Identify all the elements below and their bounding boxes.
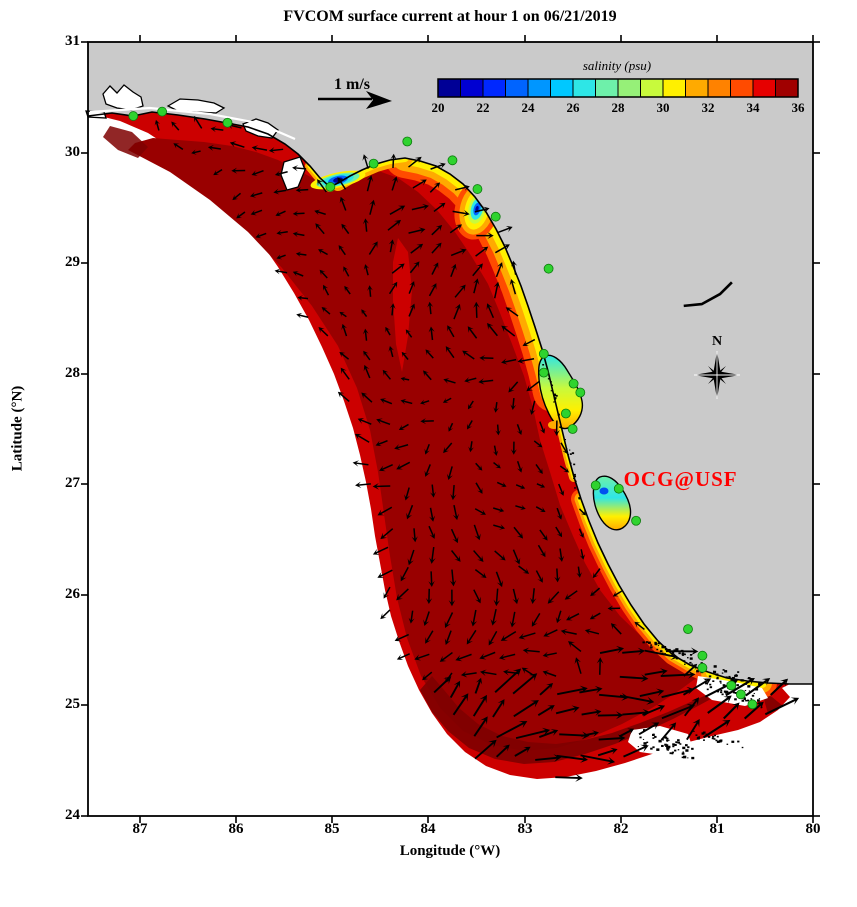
y-tick-label: 27 [65, 475, 80, 491]
land [88, 42, 813, 684]
scale-arrow [318, 91, 392, 109]
colorbar [437, 78, 799, 98]
colorbar-tick-label: 22 [476, 100, 490, 115]
current-vectors [154, 115, 800, 782]
station-dot [538, 348, 549, 359]
station-dot [561, 408, 571, 419]
station-dot [543, 263, 554, 274]
station-dot [447, 155, 458, 166]
compass-rose [694, 351, 740, 399]
station-dot [575, 387, 586, 398]
y-axis-label: Latitude (°N) [9, 385, 26, 472]
colorbar-tick-label: 20 [431, 100, 445, 115]
x-tick-label: 87 [132, 821, 148, 837]
station-dot [735, 689, 746, 700]
colorbar-tick-label: 26 [566, 100, 580, 115]
station-dot [567, 424, 578, 434]
station-dot [631, 515, 641, 526]
station-dot [697, 650, 708, 661]
station-dot [747, 699, 758, 710]
y-tick-label: 25 [65, 696, 80, 712]
scale-arrow-label: 1 m/s [334, 76, 370, 93]
y-tick-label: 26 [65, 586, 80, 602]
colorbar-tick-label: 24 [521, 100, 535, 115]
colorbar-tick-label: 30 [656, 100, 670, 115]
figure-title: FVCOM surface current at hour 1 on 06/21… [283, 8, 617, 25]
axes-frame [81, 35, 820, 823]
station-dot [683, 624, 693, 635]
colorbar-tick-label: 36 [791, 100, 805, 115]
x-tick-label: 83 [517, 821, 533, 837]
colorbar-title: salinity (psu) [582, 58, 652, 73]
station-dot [325, 181, 336, 192]
station-dot [490, 211, 501, 222]
y-tick-label: 31 [65, 33, 80, 49]
y-tick-label: 29 [65, 254, 80, 270]
ocg-usf-annotation: OCG@USF [623, 466, 738, 491]
colorbar-tick-label: 32 [701, 100, 715, 115]
y-tick-label: 30 [65, 144, 80, 160]
station-dot [402, 136, 413, 147]
station-dot [613, 483, 624, 494]
station-dot [128, 111, 139, 121]
station-dot [222, 117, 233, 128]
stations [128, 106, 758, 710]
panhandle-lagoons [85, 84, 306, 191]
x-tick-label: 80 [805, 821, 821, 837]
station-dot [568, 378, 579, 389]
compass-north-label: N [711, 334, 723, 349]
colorbar-tick-label: 28 [611, 100, 625, 115]
station-dot [157, 106, 168, 117]
station-dot [726, 680, 737, 691]
station-dot [472, 184, 483, 194]
salinity-field [88, 112, 790, 779]
station-dot [538, 367, 549, 378]
x-tick-label: 85 [324, 821, 340, 837]
x-tick-label: 86 [228, 821, 244, 837]
station-dot [697, 662, 708, 673]
x-axis-label: Longitude (°W) [399, 843, 501, 859]
x-tick-label: 82 [613, 821, 629, 837]
station-dot [590, 480, 601, 491]
y-tick-label: 28 [65, 365, 80, 381]
x-tick-label: 81 [709, 821, 725, 837]
colorbar-tick-label: 34 [746, 100, 760, 115]
x-tick-label: 84 [420, 821, 436, 837]
station-dot [368, 158, 379, 169]
y-tick-label: 24 [65, 807, 80, 823]
